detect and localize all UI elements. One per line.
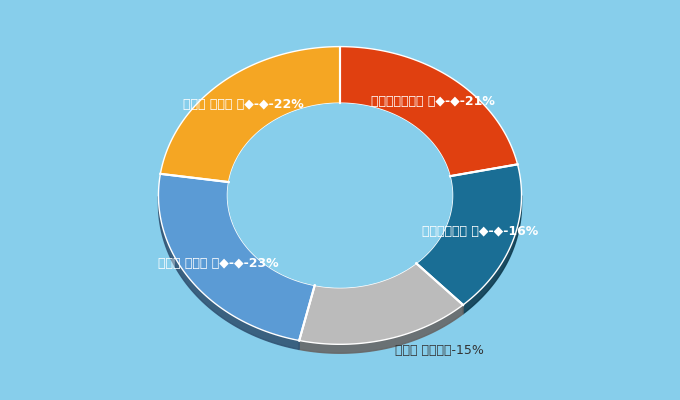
Polygon shape <box>463 196 522 314</box>
PathPatch shape <box>158 174 315 340</box>
Text: メール ソース 見◆-◆-22%: メール ソース 見◆-◆-22% <box>184 98 304 111</box>
Ellipse shape <box>227 103 453 288</box>
Text: メールヘッグ 見◆-◆-16%: メールヘッグ 見◆-◆-16% <box>422 226 539 238</box>
Text: メール ヘッグ 見◆-◆-23%: メール ヘッグ 見◆-◆-23% <box>158 257 279 270</box>
Polygon shape <box>299 305 463 353</box>
Polygon shape <box>416 196 453 272</box>
Polygon shape <box>227 196 315 294</box>
Text: メールヘッダー 見◆-◆-21%: メールヘッダー 見◆-◆-21% <box>371 95 494 108</box>
PathPatch shape <box>299 263 463 344</box>
PathPatch shape <box>340 47 517 176</box>
Polygon shape <box>158 196 299 350</box>
PathPatch shape <box>160 47 340 182</box>
PathPatch shape <box>416 164 522 305</box>
Polygon shape <box>315 263 416 297</box>
Text: メール ヘッダー-15%: メール ヘッダー-15% <box>395 344 483 357</box>
